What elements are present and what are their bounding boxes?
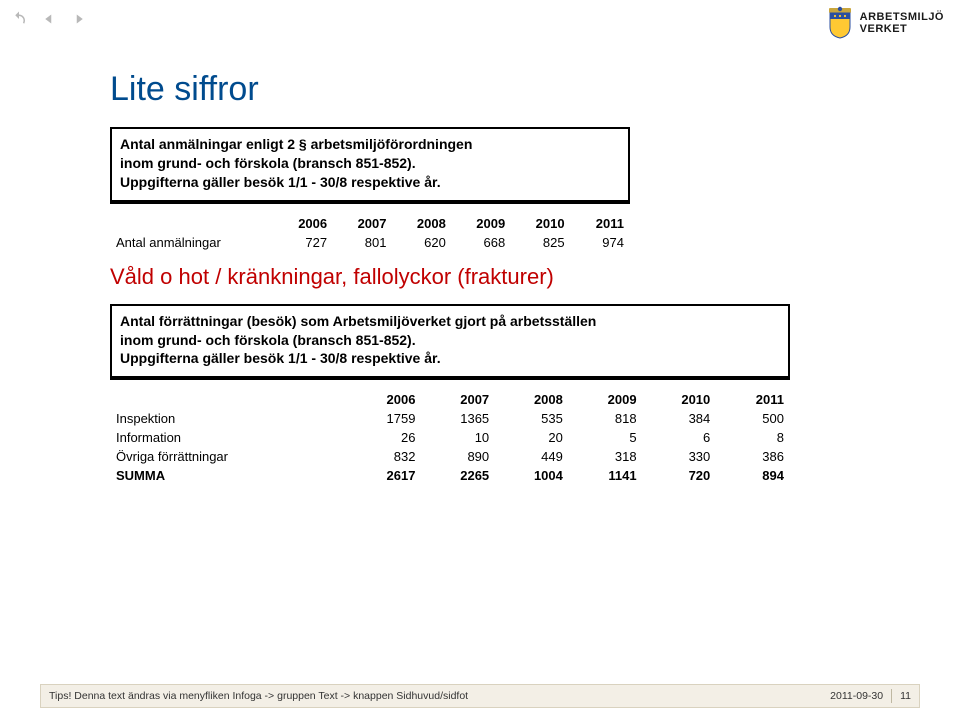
logo-line1: ARBETSMILJÖ [860,11,944,23]
cell: 449 [495,447,569,466]
caption2-line1: Antal förrättningar (besök) som Arbetsmi… [120,312,780,331]
cell: 818 [569,409,643,428]
cell: Övriga förrättningar [110,447,348,466]
table-header: 2006 [274,214,333,233]
section-subheading: Våld o hot / kränkningar, fallolyckor (f… [110,264,850,290]
agency-logo: ARBETSMILJÖ VERKET [826,6,944,40]
slide: ARBETSMILJÖ VERKET Lite siffror Antal an… [0,0,960,720]
cell: 1141 [569,466,643,485]
table-row: 2006 2007 2008 2009 2010 2011 [110,390,790,409]
cell: 20 [495,428,569,447]
cell: 668 [452,233,511,252]
cell: 1004 [495,466,569,485]
table-header: 2006 [348,390,422,409]
table-row: Information 26 10 20 5 6 8 [110,428,790,447]
cell: 386 [716,447,790,466]
footer-separator [891,689,892,703]
logo-line2: VERKET [860,23,944,35]
table-header: 2007 [333,214,392,233]
table-header: 2009 [569,390,643,409]
cell: 727 [274,233,333,252]
cell: 26 [348,428,422,447]
caption1-line1: Antal anmälningar enligt 2 § arbetsmiljö… [120,135,620,154]
table-row: Övriga förrättningar 832 890 449 318 330… [110,447,790,466]
table-row: SUMMA 2617 2265 1004 1141 720 894 [110,466,790,485]
cell: 890 [421,447,495,466]
table-row: Antal anmälningar 727 801 620 668 825 97… [110,233,630,252]
logo-text: ARBETSMILJÖ VERKET [860,11,944,35]
crest-icon [826,6,854,40]
cell: 894 [716,466,790,485]
footer-bar: Tips! Denna text ändras via menyfliken I… [40,684,920,708]
cell: 318 [569,447,643,466]
table-header: 2011 [571,214,630,233]
page-title: Lite siffror [110,70,850,109]
cell: 384 [643,409,717,428]
cell: SUMMA [110,466,348,485]
cell: 10 [421,428,495,447]
table-row: Inspektion 1759 1365 535 818 384 500 [110,409,790,428]
table-header: 2008 [392,214,451,233]
content-area: Lite siffror Antal anmälningar enligt 2 … [110,70,850,485]
cell: 2617 [348,466,422,485]
cell: 330 [643,447,717,466]
caption1-line2: inom grund- och förskola (bransch 851-85… [120,154,620,173]
visits-table: 2006 2007 2008 2009 2010 2011 Inspektion… [110,390,790,485]
reports-table: 2006 2007 2008 2009 2010 2011 Antal anmä… [110,214,630,252]
cell: 5 [569,428,643,447]
table-header: 2010 [511,214,570,233]
cell: 8 [716,428,790,447]
undo-icon[interactable] [6,6,32,32]
caption-box-1: Antal anmälningar enligt 2 § arbetsmiljö… [110,127,630,204]
slideshow-toolbar [6,6,92,32]
footer-tip: Tips! Denna text ändras via menyfliken I… [49,690,468,702]
footer-date: 2011-09-30 [830,690,883,702]
cell: 535 [495,409,569,428]
table-header: 2009 [452,214,511,233]
cell: Inspektion [110,409,348,428]
table-header: 2011 [716,390,790,409]
cell: Information [110,428,348,447]
caption1-line3: Uppgifterna gäller besök 1/1 - 30/8 resp… [120,173,620,192]
cell: 6 [643,428,717,447]
cell: 825 [511,233,570,252]
cell: 620 [392,233,451,252]
footer-page: 11 [900,690,911,702]
next-icon[interactable] [66,6,92,32]
cell: 974 [571,233,630,252]
table-header: 2010 [643,390,717,409]
caption2-line3: Uppgifterna gäller besök 1/1 - 30/8 resp… [120,349,780,368]
caption2-line2: inom grund- och förskola (bransch 851-85… [120,331,780,350]
cell: 500 [716,409,790,428]
cell: 2265 [421,466,495,485]
table-header [110,214,274,233]
table-header: 2007 [421,390,495,409]
caption-box-2: Antal förrättningar (besök) som Arbetsmi… [110,304,790,381]
cell: 1759 [348,409,422,428]
cell: 720 [643,466,717,485]
table-header: 2008 [495,390,569,409]
cell: 801 [333,233,392,252]
cell: 1365 [421,409,495,428]
table-row: 2006 2007 2008 2009 2010 2011 [110,214,630,233]
cell: Antal anmälningar [110,233,274,252]
cell: 832 [348,447,422,466]
table-header [110,390,348,409]
prev-icon[interactable] [36,6,62,32]
